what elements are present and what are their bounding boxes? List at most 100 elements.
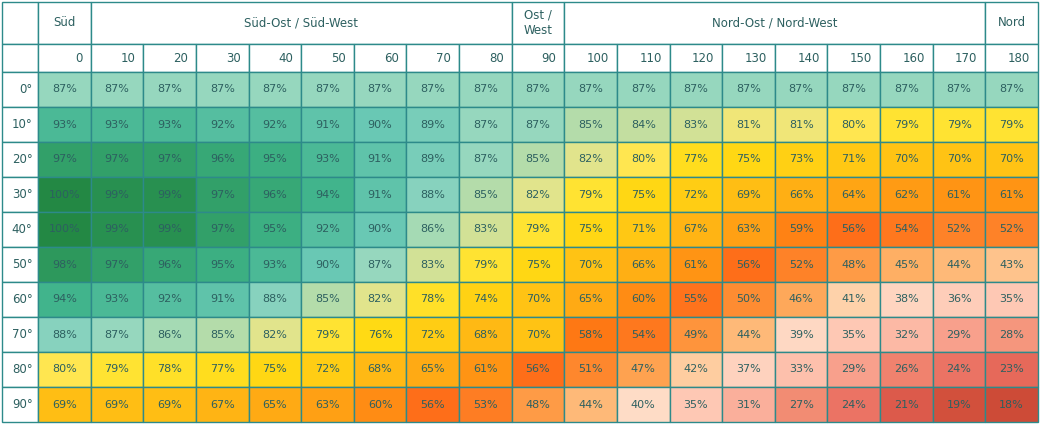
Bar (617, 247, 670, 282)
Text: 120: 120 (692, 51, 714, 64)
Text: 28%: 28% (999, 329, 1024, 340)
Text: 67%: 67% (683, 224, 708, 234)
Bar (512, 44, 565, 72)
Text: 19%: 19% (946, 399, 971, 410)
Text: 69%: 69% (52, 399, 77, 410)
Bar (144, 44, 196, 72)
Bar (670, 44, 722, 72)
Bar (144, 107, 196, 142)
Text: 130: 130 (745, 51, 766, 64)
Text: Nord-Ost / Nord-West: Nord-Ost / Nord-West (712, 17, 837, 30)
Text: 59%: 59% (788, 224, 813, 234)
Text: 150: 150 (850, 51, 873, 64)
Text: 82%: 82% (578, 154, 603, 165)
Bar (196, 317, 249, 352)
Bar (565, 387, 617, 422)
Bar (775, 142, 828, 177)
Text: 97%: 97% (52, 154, 77, 165)
Text: 87%: 87% (210, 84, 235, 95)
Bar (90, 177, 144, 212)
Bar (90, 247, 144, 282)
Bar (196, 247, 249, 282)
Bar (985, 317, 1038, 352)
Bar (617, 142, 670, 177)
Text: 33%: 33% (789, 365, 813, 374)
Text: 48%: 48% (841, 259, 866, 270)
Text: 87%: 87% (368, 259, 392, 270)
Bar (828, 352, 880, 387)
Bar (38, 247, 90, 282)
Text: 88%: 88% (420, 190, 445, 200)
Text: 87%: 87% (104, 84, 129, 95)
Text: 38%: 38% (894, 295, 918, 304)
Text: 64%: 64% (841, 190, 866, 200)
Text: 90%: 90% (315, 259, 340, 270)
Text: 80°: 80° (12, 363, 32, 376)
Text: 18%: 18% (999, 399, 1024, 410)
Text: 87%: 87% (368, 84, 392, 95)
Text: 60%: 60% (368, 399, 392, 410)
Text: 90: 90 (542, 51, 556, 64)
Text: 54%: 54% (631, 329, 655, 340)
Bar (512, 282, 565, 317)
Bar (933, 177, 985, 212)
Bar (90, 317, 144, 352)
Text: 69%: 69% (105, 399, 129, 410)
Text: 77%: 77% (210, 365, 235, 374)
Bar (38, 282, 90, 317)
Bar (144, 72, 196, 107)
Bar (196, 352, 249, 387)
Text: 91%: 91% (368, 154, 392, 165)
Bar (196, 44, 249, 72)
Bar (144, 282, 196, 317)
Text: 76%: 76% (368, 329, 392, 340)
Text: 75%: 75% (525, 259, 550, 270)
Bar (512, 107, 565, 142)
Bar (2, 72, 38, 107)
Text: Ost /
West: Ost / West (523, 9, 552, 37)
Bar (512, 387, 565, 422)
Bar (985, 282, 1038, 317)
Text: 27%: 27% (788, 399, 813, 410)
Bar (38, 72, 90, 107)
Bar (407, 247, 459, 282)
Bar (617, 177, 670, 212)
Text: 87%: 87% (736, 84, 761, 95)
Text: 20: 20 (173, 51, 188, 64)
Bar (90, 44, 144, 72)
Text: 62%: 62% (894, 190, 918, 200)
Text: 100: 100 (587, 51, 609, 64)
Bar (985, 142, 1038, 177)
Text: 58%: 58% (578, 329, 603, 340)
Text: 99%: 99% (157, 190, 182, 200)
Bar (354, 212, 407, 247)
Bar (775, 72, 828, 107)
Bar (933, 317, 985, 352)
Bar (2, 2, 38, 44)
Bar (249, 72, 302, 107)
Text: 140: 140 (798, 51, 820, 64)
Text: 0: 0 (75, 51, 83, 64)
Bar (722, 177, 775, 212)
Bar (38, 142, 90, 177)
Text: 65%: 65% (420, 365, 445, 374)
Text: 10: 10 (121, 51, 135, 64)
Text: 79%: 79% (473, 259, 498, 270)
Bar (302, 142, 354, 177)
Text: 44%: 44% (946, 259, 971, 270)
Text: 87%: 87% (473, 84, 498, 95)
Bar (249, 142, 302, 177)
Bar (407, 72, 459, 107)
Text: 87%: 87% (525, 120, 550, 129)
Text: 84%: 84% (631, 120, 655, 129)
Bar (722, 107, 775, 142)
Bar (2, 107, 38, 142)
Bar (38, 352, 90, 387)
Text: 54%: 54% (894, 224, 918, 234)
Bar (880, 177, 933, 212)
Text: 35%: 35% (999, 295, 1024, 304)
Text: 96%: 96% (262, 190, 287, 200)
Bar (38, 44, 90, 72)
Text: 68%: 68% (473, 329, 498, 340)
Bar (670, 247, 722, 282)
